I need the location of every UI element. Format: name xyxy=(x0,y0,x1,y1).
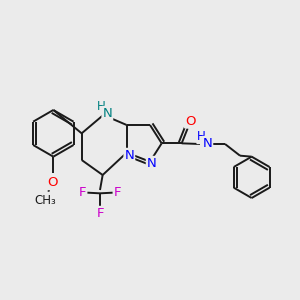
Text: O: O xyxy=(47,176,58,189)
Text: N: N xyxy=(124,149,134,162)
Text: O: O xyxy=(185,115,196,128)
Text: F: F xyxy=(114,186,122,199)
Text: F: F xyxy=(96,207,104,220)
Text: H: H xyxy=(197,130,206,143)
Text: N: N xyxy=(147,157,157,170)
Text: F: F xyxy=(79,186,86,199)
Text: H: H xyxy=(97,100,106,113)
Text: N: N xyxy=(103,107,112,120)
Text: CH₃: CH₃ xyxy=(34,194,56,207)
Text: N: N xyxy=(202,137,212,150)
